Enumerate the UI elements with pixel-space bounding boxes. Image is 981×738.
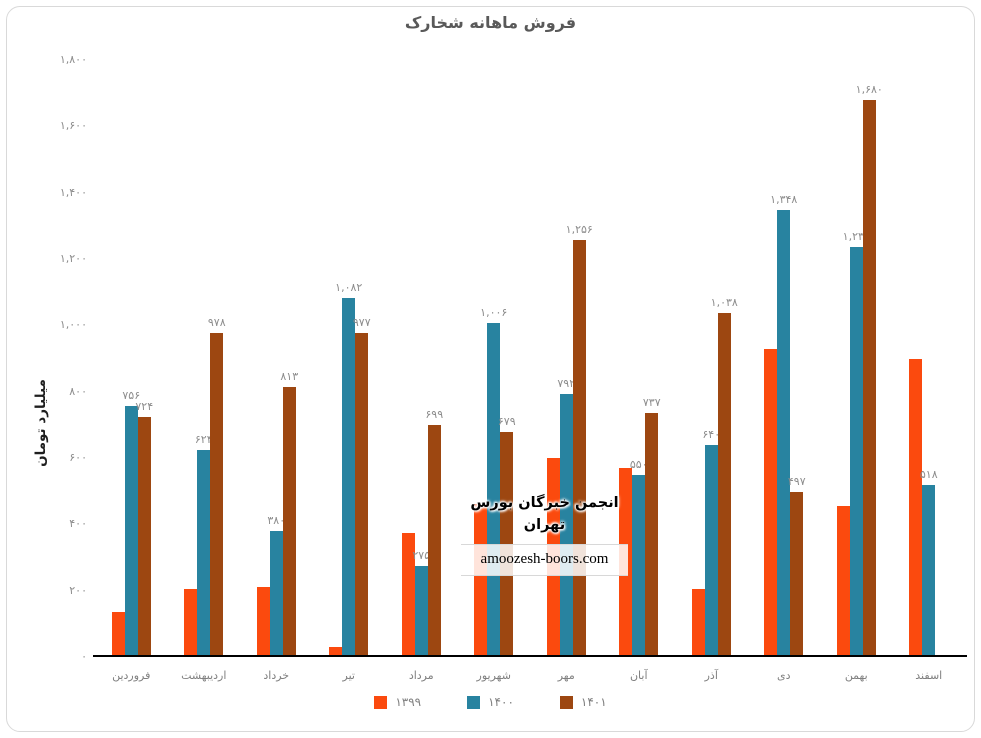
bar-value-label: ۷۵۶ bbox=[122, 389, 141, 403]
bar-series-1-month-5 bbox=[401, 532, 415, 657]
legend-label: ۱۴۰۰ bbox=[488, 695, 514, 709]
y-tick-label: ۶۰۰ bbox=[69, 451, 87, 464]
bar-series-3-month-2 bbox=[210, 332, 224, 657]
bar-series-3-month-11 bbox=[862, 99, 876, 657]
bar-series-2-month-7 bbox=[559, 394, 573, 657]
bar-value-label: ۱,۳۴۸ bbox=[770, 192, 798, 206]
bar-series-3-month-5 bbox=[427, 425, 441, 657]
legend-swatch-icon bbox=[467, 695, 481, 709]
bar-value-label: ۳۸۰ bbox=[267, 513, 286, 527]
legend-item-1: ۱۳۹۹ bbox=[374, 695, 421, 709]
y-tick-label: ۱,۲۰۰ bbox=[59, 252, 87, 265]
watermark-association-name: انجمن خبرگان بورس تهران bbox=[470, 495, 619, 533]
legend-item-2: ۱۴۰۰ bbox=[467, 695, 514, 709]
chart-legend: ۱۳۹۹ ۱۴۰۰ ۱۴۰۱ bbox=[0, 695, 981, 709]
bar-value-label: ۶۷۹ bbox=[497, 414, 516, 428]
bar-series-2-month-8 bbox=[632, 474, 646, 657]
x-category-label: بهمن bbox=[844, 669, 868, 682]
bar-value-label: ۲۷۵ bbox=[412, 548, 431, 562]
bar-series-3-month-9 bbox=[717, 312, 731, 657]
legend-label: ۱۳۹۹ bbox=[395, 695, 422, 709]
bar-value-label: ۴۹۷ bbox=[787, 475, 806, 489]
x-category-label: دی bbox=[776, 669, 791, 682]
bar-series-1-month-10 bbox=[764, 348, 778, 657]
bar-series-1-month-12 bbox=[909, 358, 923, 657]
bar-series-2-month-3 bbox=[269, 530, 283, 657]
x-category-label: مرداد bbox=[408, 669, 434, 682]
bar-series-1-month-6 bbox=[474, 504, 488, 657]
bar-series-2-month-5 bbox=[414, 565, 428, 657]
x-category-label: اسفند bbox=[915, 669, 943, 682]
bar-series-1-month-1 bbox=[111, 612, 125, 657]
x-category-label: آذر bbox=[704, 669, 718, 682]
bar-series-3-month-8 bbox=[645, 412, 659, 657]
bar-series-1-month-4 bbox=[329, 647, 343, 657]
bar-series-3-month-10 bbox=[790, 492, 804, 657]
bar-series-2-month-11 bbox=[849, 247, 863, 657]
y-tick-label: ۱,۴۰۰ bbox=[59, 185, 87, 199]
bar-series-1-month-9 bbox=[691, 589, 705, 657]
bar-series-2-month-2 bbox=[197, 450, 211, 657]
bar-value-label: ۶۹۹ bbox=[425, 408, 444, 422]
x-category-label: شهریور bbox=[476, 669, 511, 682]
legend-swatch-icon bbox=[374, 695, 388, 709]
bar-series-2-month-9 bbox=[704, 444, 718, 657]
bar-series-2-month-1 bbox=[124, 406, 138, 657]
legend-item-3: ۱۴۰۱ bbox=[559, 695, 607, 709]
bar-value-label: ۷۹۲ bbox=[557, 377, 576, 391]
y-tick-label: ۸۰۰ bbox=[69, 384, 87, 398]
watermark-website-url: amoozesh-boors.com bbox=[461, 544, 628, 576]
bar-value-label: ۹۷۸ bbox=[207, 315, 226, 329]
bar-series-3-month-4 bbox=[355, 332, 369, 657]
x-category-label: اردیبهشت bbox=[181, 669, 227, 682]
y-tick-label: ۰ bbox=[81, 650, 87, 663]
bar-value-label: ۸۱۳ bbox=[280, 370, 299, 384]
x-category-label: مهر bbox=[557, 669, 575, 682]
bar-value-label: ۱,۲۳۵ bbox=[842, 230, 870, 244]
y-tick-label: ۴۰۰ bbox=[69, 517, 87, 531]
bar-series-3-month-7 bbox=[572, 240, 586, 657]
chart-border-frame bbox=[6, 6, 975, 732]
legend-label: ۱۴۰۱ bbox=[580, 695, 607, 709]
y-tick-label: ۱,۸۰۰ bbox=[59, 53, 87, 66]
bar-value-label: ۹۷۷ bbox=[352, 315, 371, 329]
bar-series-1-month-11 bbox=[836, 506, 850, 657]
bar-value-label: ۵۱۸ bbox=[919, 468, 938, 482]
bar-value-label: ۷۳۷ bbox=[642, 395, 661, 409]
bar-value-label: ۷۲۴ bbox=[135, 399, 154, 413]
bar-series-2-month-6 bbox=[487, 323, 501, 657]
x-axis-line bbox=[93, 655, 967, 657]
bar-value-label: ۱,۲۵۶ bbox=[565, 223, 593, 237]
x-category-label: تیر bbox=[342, 669, 355, 682]
bar-series-2-month-12 bbox=[922, 485, 936, 657]
legend-swatch-icon bbox=[559, 695, 573, 709]
bar-series-2-month-4 bbox=[342, 298, 356, 657]
bar-series-3-month-3 bbox=[282, 387, 296, 657]
bar-series-1-month-3 bbox=[256, 587, 270, 657]
watermark: انجمن خبرگان بورس تهران amoozesh-boors.c… bbox=[461, 492, 628, 576]
bar-value-label: ۵۵۰ bbox=[629, 457, 648, 471]
bar-series-2-month-10 bbox=[777, 209, 791, 657]
x-category-label: آبان bbox=[629, 669, 648, 682]
y-tick-label: ۱,۶۰۰ bbox=[59, 119, 87, 133]
bar-value-label: ۱,۶۸۰ bbox=[855, 82, 883, 96]
x-category-label: فروردین bbox=[112, 669, 151, 682]
chart-title: فروش ماهانه شخارک bbox=[404, 13, 577, 32]
bar-value-label: ۱,۰۰۶ bbox=[480, 306, 508, 320]
y-tick-label: ۱,۰۰۰ bbox=[59, 318, 87, 332]
bar-series-1-month-2 bbox=[184, 589, 198, 657]
bar-series-3-month-1 bbox=[137, 416, 151, 657]
y-tick-label: ۲۰۰ bbox=[69, 583, 87, 597]
bar-value-label: ۶۲۴ bbox=[194, 433, 213, 447]
bar-value-label: ۶۴۰ bbox=[702, 427, 721, 441]
x-category-label: خرداد bbox=[263, 669, 290, 682]
bar-value-label: ۱,۰۸۲ bbox=[335, 281, 363, 295]
bar-value-label: ۱,۰۳۸ bbox=[710, 295, 738, 309]
